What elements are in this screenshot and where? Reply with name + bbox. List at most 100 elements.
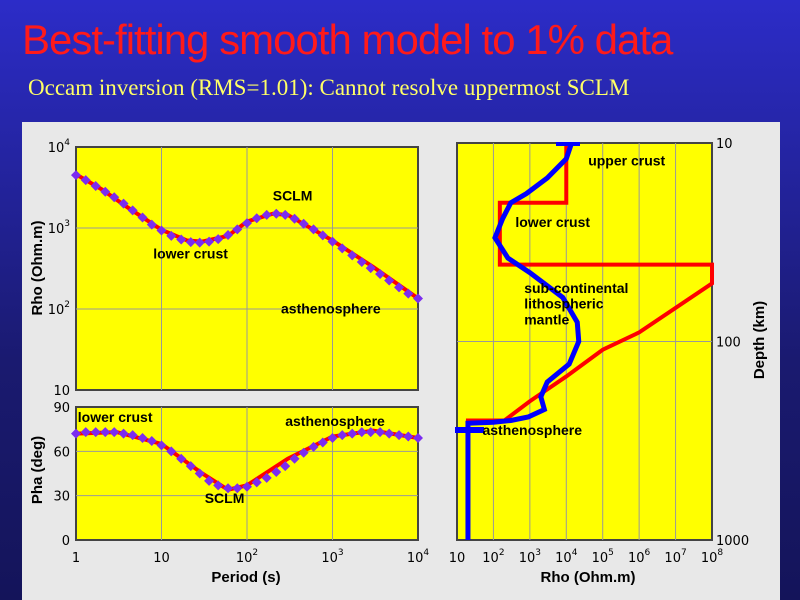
slide-subtitle: Occam inversion (RMS=1.01): Cannot resol… bbox=[28, 75, 630, 100]
axis-label: Period (s) bbox=[211, 569, 280, 586]
data-point-marker bbox=[127, 205, 138, 216]
data-point-marker bbox=[137, 212, 148, 223]
data-point-marker bbox=[356, 427, 367, 438]
data-point-marker bbox=[298, 447, 309, 458]
data-point-marker bbox=[223, 229, 234, 240]
data-point-marker bbox=[213, 480, 224, 491]
tick-label: 107 bbox=[664, 548, 686, 566]
tick-label: 108 bbox=[701, 548, 724, 566]
tick-label: 104 bbox=[407, 548, 430, 566]
data-point-marker bbox=[365, 427, 376, 438]
tick-label: 60 bbox=[53, 445, 70, 460]
data-point-marker bbox=[118, 198, 129, 209]
data-point-marker bbox=[261, 472, 272, 483]
data-point-marker bbox=[232, 224, 243, 235]
data-point-marker bbox=[242, 218, 252, 229]
data-point-marker bbox=[156, 440, 167, 451]
axis-label: Rho (Ohm.m) bbox=[29, 221, 46, 316]
data-point-marker bbox=[71, 428, 81, 439]
tick-label: 102 bbox=[482, 548, 504, 566]
data-point-marker bbox=[280, 461, 291, 472]
tick-label: 105 bbox=[592, 548, 614, 566]
data-point-marker bbox=[194, 468, 205, 479]
tick-label: 10 bbox=[449, 551, 466, 566]
data-point-marker bbox=[80, 175, 91, 186]
data-point-marker bbox=[127, 430, 138, 441]
data-point-marker bbox=[289, 213, 300, 224]
data-point-marker bbox=[261, 209, 272, 220]
tick-label: 104 bbox=[48, 138, 71, 156]
data-point-marker bbox=[137, 433, 148, 444]
data-point-marker bbox=[375, 269, 386, 280]
data-point-marker bbox=[271, 208, 282, 219]
axis-label: Depth (km) bbox=[751, 301, 768, 379]
data-point-marker bbox=[394, 282, 405, 293]
axis-label: Pha (deg) bbox=[29, 436, 46, 504]
annotation-label: lower crust bbox=[515, 214, 590, 230]
tick-label: 90 bbox=[53, 401, 70, 416]
data-point-marker bbox=[251, 477, 262, 488]
tick-label: 10 bbox=[153, 551, 170, 566]
annotation-label: SCLM bbox=[205, 490, 245, 506]
data-point-marker bbox=[176, 453, 187, 464]
data-point-marker bbox=[356, 257, 367, 268]
tick-label: 10 bbox=[716, 137, 733, 152]
data-point-marker bbox=[365, 263, 376, 274]
annotation-label: lower crust bbox=[78, 409, 153, 425]
data-point-marker bbox=[280, 209, 291, 220]
data-point-marker bbox=[317, 230, 328, 241]
tick-label: 103 bbox=[48, 219, 70, 237]
tick-label: 100 bbox=[716, 336, 741, 351]
data-point-marker bbox=[90, 181, 101, 192]
annotation-label: asthenosphere bbox=[285, 413, 385, 429]
occam-inversion-line bbox=[465, 142, 582, 540]
annotation-label: asthenosphere bbox=[482, 422, 582, 438]
annotation-label: lower crust bbox=[153, 246, 228, 262]
annotation-label: lithospheric bbox=[524, 295, 604, 311]
slide-title: Best-fitting smooth model to 1% data bbox=[22, 16, 673, 63]
data-point-marker bbox=[109, 192, 120, 203]
annotation-label: asthenosphere bbox=[281, 300, 381, 316]
data-point-marker bbox=[337, 243, 348, 254]
data-point-marker bbox=[271, 467, 282, 478]
data-point-marker bbox=[213, 234, 224, 245]
data-point-marker bbox=[413, 293, 423, 304]
annotation-label: SCLM bbox=[273, 187, 313, 203]
tick-label: 30 bbox=[53, 490, 70, 505]
data-point-marker bbox=[194, 237, 205, 248]
data-point-marker bbox=[232, 483, 243, 494]
data-point-marker bbox=[403, 431, 414, 442]
data-point-marker bbox=[80, 427, 91, 438]
data-point-marker bbox=[223, 483, 234, 494]
data-point-marker bbox=[109, 427, 120, 438]
annotation-label: upper crust bbox=[588, 153, 665, 169]
data-point-marker bbox=[384, 275, 395, 286]
data-point-marker bbox=[347, 250, 358, 261]
data-point-marker bbox=[185, 461, 196, 472]
annotation-label: sub-continental bbox=[524, 280, 628, 296]
data-point-marker bbox=[176, 234, 187, 245]
data-point-marker bbox=[185, 237, 196, 248]
axis-label: Rho (Ohm.m) bbox=[541, 569, 636, 586]
data-point-marker bbox=[394, 430, 405, 441]
data-point-marker bbox=[375, 427, 386, 438]
data-point-marker bbox=[204, 236, 215, 247]
tick-label: 10 bbox=[53, 384, 70, 399]
data-point-marker bbox=[403, 288, 414, 299]
data-point-marker bbox=[118, 428, 129, 439]
tick-label: 1000 bbox=[716, 534, 749, 549]
data-point-marker bbox=[308, 224, 319, 235]
data-point-marker bbox=[166, 446, 177, 457]
tick-label: 103 bbox=[519, 548, 541, 566]
tick-label: 1 bbox=[72, 551, 80, 566]
data-point-marker bbox=[289, 453, 300, 464]
data-point-marker bbox=[384, 428, 395, 439]
tick-label: 103 bbox=[321, 548, 343, 566]
data-point-marker bbox=[298, 218, 309, 229]
data-point-marker bbox=[204, 475, 215, 486]
data-point-marker bbox=[337, 430, 348, 441]
data-point-marker bbox=[146, 435, 157, 446]
tick-label: 102 bbox=[236, 548, 258, 566]
data-point-marker bbox=[327, 433, 338, 444]
